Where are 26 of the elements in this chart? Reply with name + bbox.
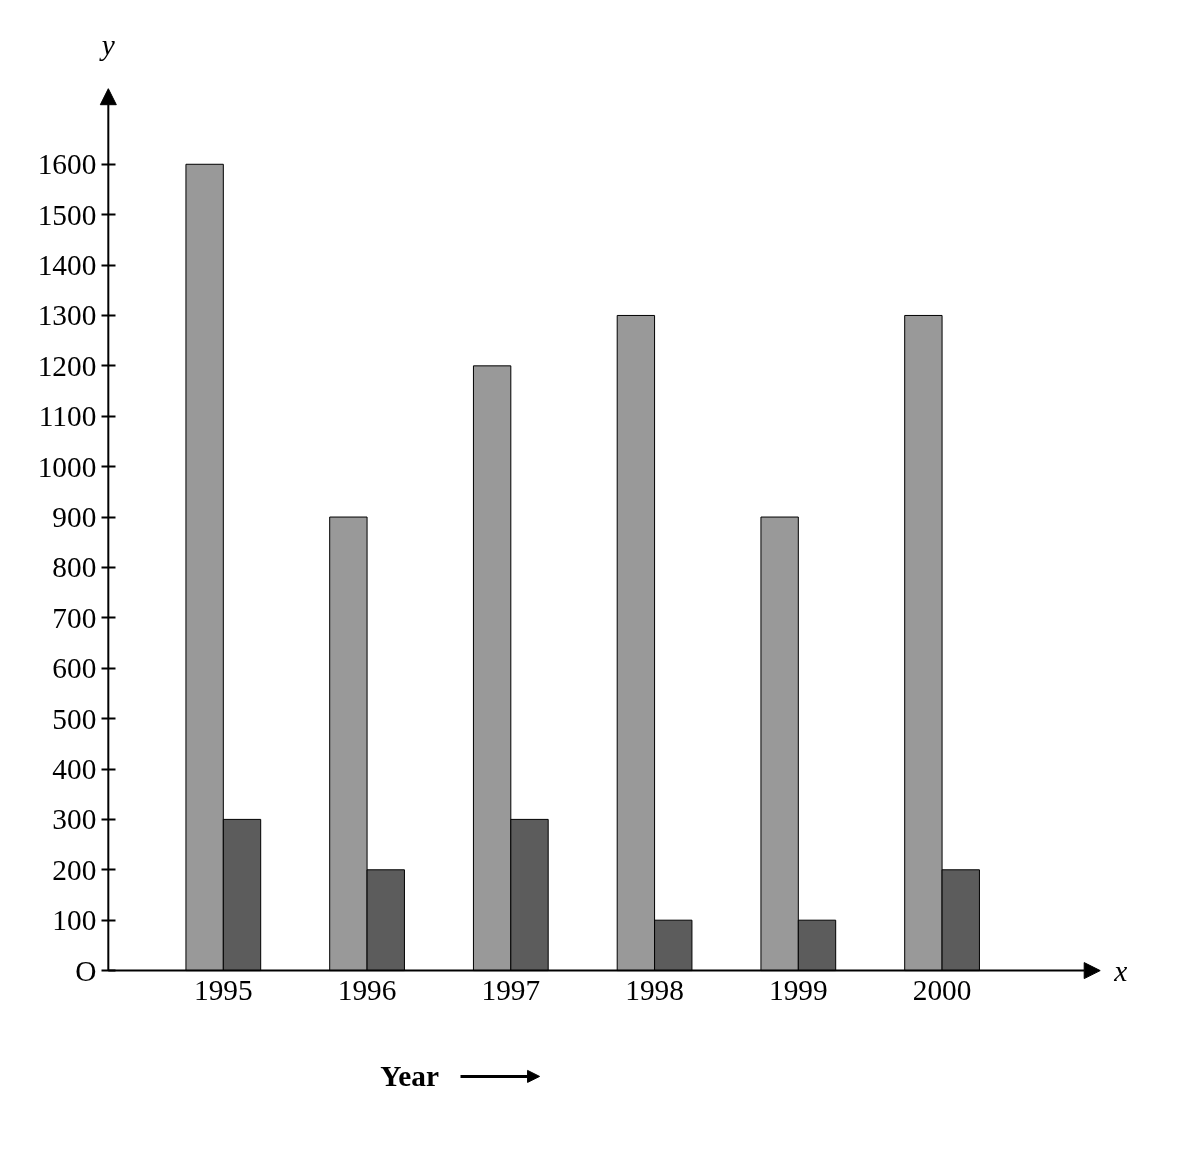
text: x: [1113, 954, 1128, 987]
y-tick-label: 600: [52, 652, 97, 685]
y-tick-label: 1600: [37, 148, 97, 181]
y-tick-label: 1300: [37, 299, 97, 332]
y-tick-label: 100: [52, 904, 97, 937]
y-tick-label: 900: [52, 501, 97, 534]
x-tick-label: 1997: [481, 973, 541, 1006]
x-axis-title: Year: [380, 1060, 439, 1093]
y-tick-label: 1400: [37, 249, 97, 282]
y-tick-label: 1000: [37, 450, 97, 483]
y-axis-title: y: [98, 28, 116, 61]
y-tick-label: 500: [52, 702, 97, 735]
y-tick-label: 400: [52, 753, 97, 785]
y-tick-label: 1200: [37, 349, 97, 382]
y-tick-label: 800: [52, 551, 97, 584]
x-tick-label: 1998: [625, 973, 684, 1006]
y-tick-label: 1500: [37, 198, 97, 231]
y-tick-label: 300: [52, 803, 97, 836]
x-tick-label: 1995: [193, 973, 253, 1006]
x-tick-label: 1999: [768, 973, 828, 1006]
y-tick-label: O: [75, 954, 97, 987]
y-tick-label: 700: [52, 601, 97, 634]
y-tick-label: 1100: [38, 400, 97, 433]
x-tick-label: 1996: [337, 973, 397, 1006]
y-tick-label: 200: [52, 853, 97, 886]
x-tick-label: 2000: [912, 973, 972, 1006]
